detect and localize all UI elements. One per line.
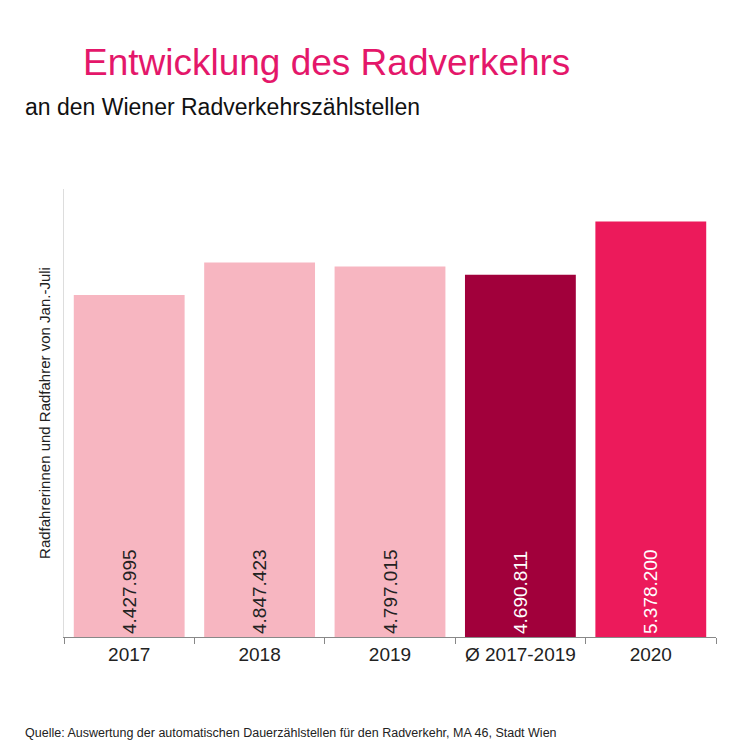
svg-text:Radfahrerinnen und Radfahrer v: Radfahrerinnen und Radfahrer von Jan.-Ju… [36, 267, 53, 559]
svg-text:2020: 2020 [630, 644, 672, 665]
svg-text:an den Wiener Radverkehrszähls: an den Wiener Radverkehrszählstellen [25, 94, 420, 120]
svg-text:4.427.995: 4.427.995 [119, 549, 140, 634]
svg-text:4.847.423: 4.847.423 [249, 549, 270, 634]
svg-text:4.690.811: 4.690.811 [510, 551, 531, 634]
svg-text:5.378.200: 5.378.200 [640, 549, 661, 634]
svg-text:2018: 2018 [238, 644, 280, 665]
svg-text:Entwicklung des Radverkehrs: Entwicklung des Radverkehrs [83, 42, 570, 83]
svg-text:2017: 2017 [108, 644, 150, 665]
svg-text:Quelle: Auswertung der automat: Quelle: Auswertung der automatischen Dau… [25, 726, 557, 740]
svg-text:2019: 2019 [369, 644, 411, 665]
svg-text:4.797.015: 4.797.015 [380, 549, 401, 634]
svg-text:Ø 2017-2019: Ø 2017-2019 [465, 644, 576, 665]
